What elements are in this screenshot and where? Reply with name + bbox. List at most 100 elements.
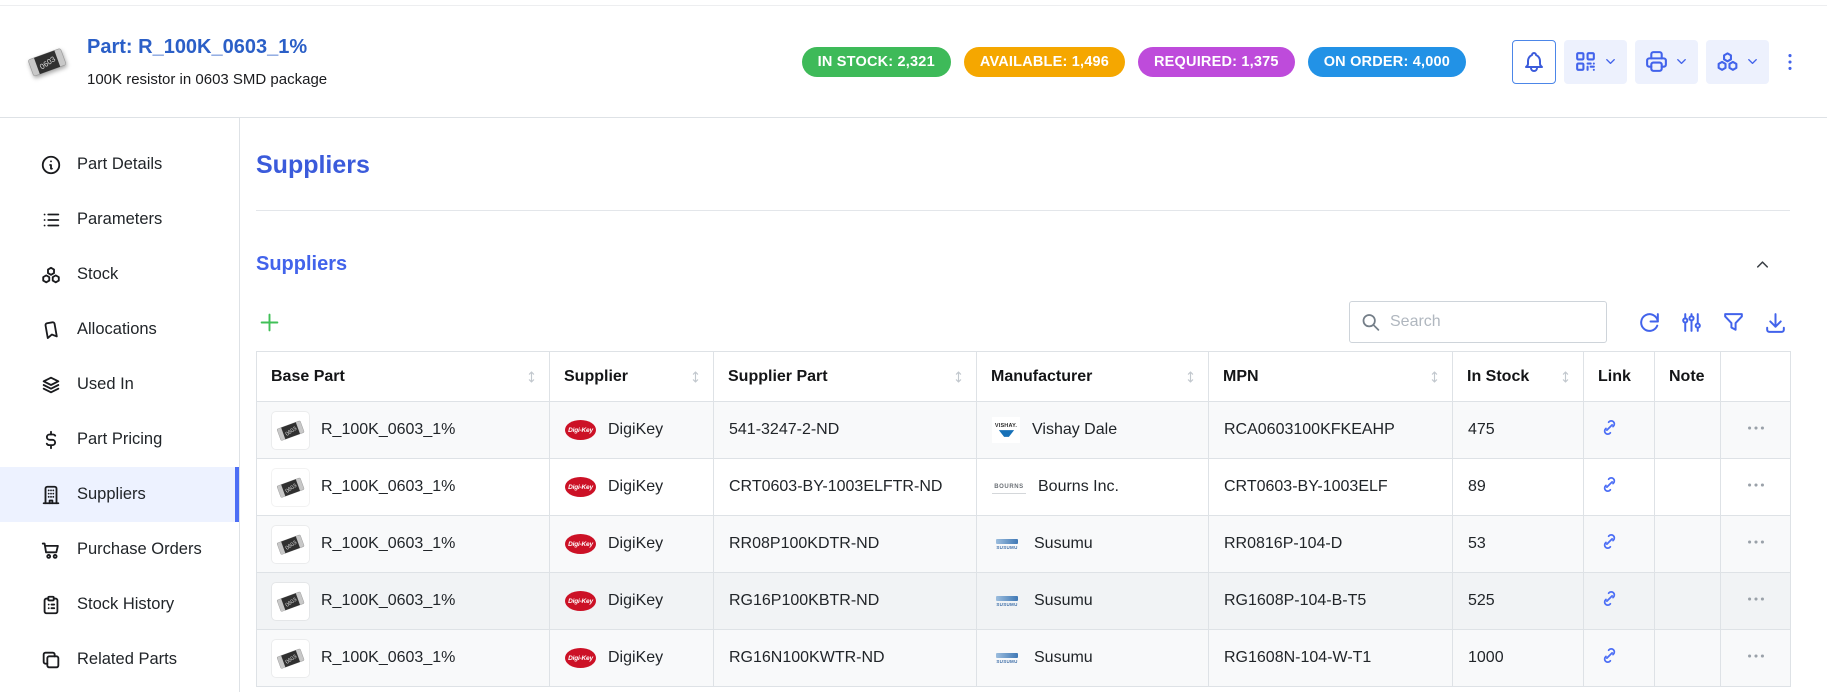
cell-base-part: 0603 R_100K_0603_1%: [256, 515, 550, 573]
sidebar-item-used-in[interactable]: Used In: [0, 357, 239, 412]
refresh-button[interactable]: [1637, 310, 1662, 335]
sidebar-item-allocations[interactable]: Allocations: [0, 302, 239, 357]
barcode-actions-button[interactable]: [1564, 39, 1627, 84]
status-badge-available: AVAILABLE: 1,496: [963, 46, 1126, 77]
sort-icon: [1182, 368, 1199, 385]
add-supplier-part-button[interactable]: [256, 309, 283, 336]
download-button[interactable]: [1763, 310, 1788, 335]
sidebar-item-related-parts[interactable]: Related Parts: [0, 632, 239, 687]
collapse-panel-button[interactable]: [1747, 254, 1778, 275]
svg-text:0603: 0603: [285, 539, 299, 551]
supplier-link-icon[interactable]: [1599, 531, 1620, 552]
table-settings-button[interactable]: [1679, 310, 1704, 335]
sidebar-item-stock[interactable]: Stock: [0, 247, 239, 302]
cell-link: [1583, 572, 1655, 630]
status-badge-in-stock: IN STOCK: 2,321: [801, 46, 951, 77]
part-thumbnail-icon: 0603: [272, 468, 309, 506]
supplier-link-icon[interactable]: [1599, 474, 1620, 495]
sidebar-item-purchase-orders[interactable]: Purchase Orders: [0, 522, 239, 577]
row-actions-button[interactable]: [1727, 473, 1784, 497]
part-image[interactable]: 0603: [24, 39, 70, 85]
susumu-logo: SUSUMU: [992, 592, 1022, 610]
sort-icon: [1426, 368, 1443, 385]
svg-text:0603: 0603: [285, 653, 299, 665]
qr-code-icon: [1573, 49, 1598, 74]
sidebar-item-parameters[interactable]: Parameters: [0, 192, 239, 247]
part-thumbnail-icon: 0603: [272, 525, 309, 563]
table-row[interactable]: 0603 R_100K_0603_1% Digi-Key DigiKey RG16N10…: [256, 629, 1791, 687]
filter-button[interactable]: [1721, 310, 1746, 335]
sidebar-item-label: Suppliers: [77, 485, 146, 503]
cell-base-part: 0603 R_100K_0603_1%: [256, 629, 550, 687]
cell-mpn: RR0816P-104-D: [1208, 515, 1453, 573]
cell-link: [1583, 458, 1655, 516]
header-action-buttons: [1512, 39, 1803, 84]
svg-text:0603: 0603: [285, 596, 299, 608]
cell-supplier: Digi-Key DigiKey: [549, 572, 714, 630]
column-header-supplier[interactable]: Supplier: [549, 351, 714, 402]
row-actions-button[interactable]: [1727, 416, 1784, 440]
cell-base-part: 0603 R_100K_0603_1%: [256, 401, 550, 459]
sort-icon: [1557, 368, 1574, 385]
column-header-in-stock[interactable]: In Stock: [1452, 351, 1584, 402]
divider: [256, 210, 1790, 211]
sidebar-item-stock-history[interactable]: Stock History: [0, 577, 239, 632]
supplier-link-icon[interactable]: [1599, 588, 1620, 609]
cell-base-part: 0603 R_100K_0603_1%: [256, 572, 550, 630]
more-actions-button[interactable]: [1777, 40, 1803, 84]
vishay-logo: VISHAY.: [992, 417, 1020, 443]
column-header-link: Link: [1583, 351, 1655, 402]
chevron-down-icon: [1674, 54, 1689, 69]
table-row[interactable]: 0603 R_100K_0603_1% Digi-Key DigiKey RG16P10…: [256, 572, 1791, 630]
table-row[interactable]: 0603 R_100K_0603_1% Digi-Key DigiKey CRT0603…: [256, 458, 1791, 516]
cell-mpn: CRT0603-BY-1003ELF: [1208, 458, 1453, 516]
column-header-supplier-part[interactable]: Supplier Part: [713, 351, 977, 402]
printer-icon: [1644, 49, 1669, 74]
cell-mpn: RG1608N-104-W-T1: [1208, 629, 1453, 687]
print-actions-button[interactable]: [1635, 39, 1698, 84]
column-header-base-part[interactable]: Base Part: [256, 351, 550, 402]
sidebar-item-label: Related Parts: [77, 650, 177, 668]
stock-actions-button[interactable]: [1706, 39, 1769, 84]
cell-manufacturer: SUSUMU Susumu: [976, 572, 1209, 630]
table-row[interactable]: 0603 R_100K_0603_1% Digi-Key DigiKey 541-324…: [256, 401, 1791, 459]
status-badges: IN STOCK: 2,321 AVAILABLE: 1,496 REQUIRED:…: [801, 46, 1466, 77]
main-content: Suppliers Suppliers: [240, 118, 1827, 692]
table-header-row: Base Part Supplier Supplier Part Manufactur…: [256, 351, 1791, 402]
cell-in-stock: 475: [1452, 401, 1584, 459]
sort-icon: [687, 368, 704, 385]
clipboard-list-icon: [40, 594, 62, 616]
row-actions-button[interactable]: [1727, 644, 1784, 668]
sidebar-item-label: Stock History: [77, 595, 175, 613]
cell-supplier-part: 541-3247-2-ND: [713, 401, 977, 459]
column-header-mpn[interactable]: MPN: [1208, 351, 1453, 402]
row-actions-button[interactable]: [1727, 587, 1784, 611]
sidebar-item-label: Part Details: [77, 155, 163, 173]
chevron-down-icon: [1745, 54, 1760, 69]
column-header-manufacturer[interactable]: Manufacturer: [976, 351, 1209, 402]
row-actions-button[interactable]: [1727, 530, 1784, 554]
sidebar-item-label: Used In: [77, 375, 134, 393]
table-row[interactable]: 0603 R_100K_0603_1% Digi-Key DigiKey RR08P10…: [256, 515, 1791, 573]
cell-supplier: Digi-Key DigiKey: [549, 401, 714, 459]
sort-icon: [950, 368, 967, 385]
cell-manufacturer: SUSUMU Susumu: [976, 629, 1209, 687]
svg-text:0603: 0603: [285, 425, 299, 437]
supplier-link-icon[interactable]: [1599, 645, 1620, 666]
cell-supplier-part: RR08P100KDTR-ND: [713, 515, 977, 573]
notifications-button[interactable]: [1512, 39, 1556, 84]
cell-base-part: 0603 R_100K_0603_1%: [256, 458, 550, 516]
stack-icon: [40, 374, 62, 396]
bell-icon: [1522, 50, 1546, 74]
part-nav-sidebar: Part Details Parameters Stock Allocations Us…: [0, 118, 240, 692]
stock-cubes-icon: [40, 264, 62, 286]
part-header: 0603 Part: R_100K_0603_1% 100K resistor …: [0, 0, 1827, 118]
search-input[interactable]: [1349, 301, 1607, 343]
sidebar-item-part-pricing[interactable]: Part Pricing: [0, 412, 239, 467]
sidebar-item-part-details[interactable]: Part Details: [0, 137, 239, 192]
supplier-link-icon[interactable]: [1599, 417, 1620, 438]
sidebar-item-label: Stock: [77, 265, 119, 283]
sidebar-item-suppliers[interactable]: Suppliers: [0, 467, 239, 522]
susumu-logo: SUSUMU: [992, 535, 1022, 553]
